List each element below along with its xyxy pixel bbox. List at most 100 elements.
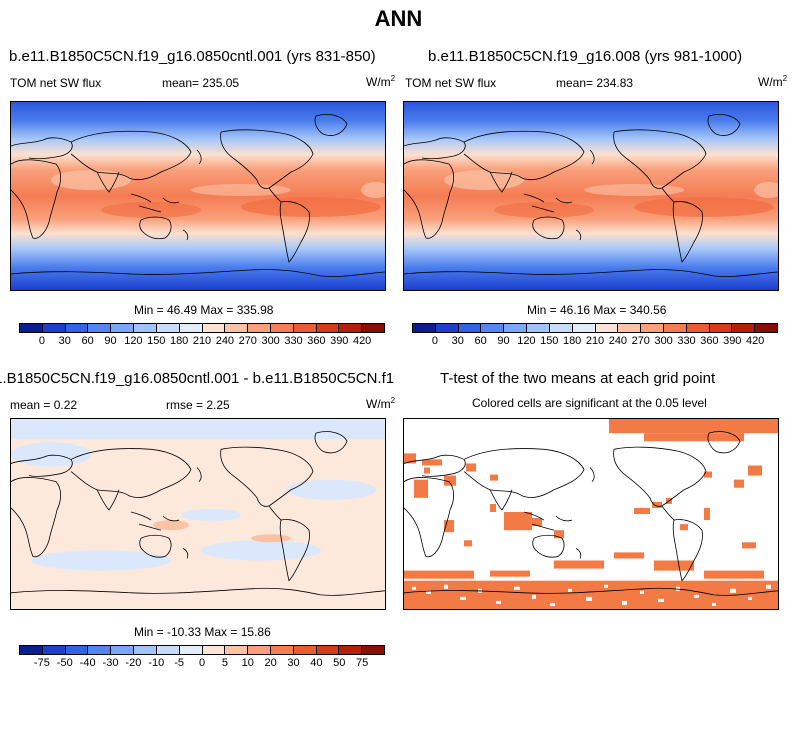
panel2-mean-label: mean= 234.83: [556, 76, 634, 90]
colorbar-swatch: [549, 324, 573, 332]
colorbar-tick-label: 150: [147, 335, 166, 347]
panel1-minmax: Min = 46.49 Max = 335.98: [134, 303, 274, 317]
colorbar-tick-label: -5: [174, 657, 185, 669]
colorbar-swatch: [293, 646, 317, 654]
colorbar-swatch: [134, 324, 157, 332]
panel2-variable-label: TOM net SW flux: [405, 76, 497, 90]
colorbar-tick-label: 150: [540, 335, 559, 347]
colorbar-tick-label: -20: [125, 657, 142, 669]
colorbar-tick-label: 330: [284, 335, 303, 347]
colorbar-tick-label: -10: [148, 657, 165, 669]
colorbar-tick-label: 50: [333, 657, 346, 669]
colorbar-swatch: [458, 324, 482, 332]
colorbar-tick-label: 5: [221, 657, 228, 669]
colorbar-tick-label: 40: [310, 657, 323, 669]
colorbar-tick-label: 60: [81, 335, 94, 347]
colorbar-tick-label: 360: [307, 335, 326, 347]
panel3-mean-label: mean = 0.22: [10, 398, 78, 412]
colorbar-swatch: [755, 324, 777, 332]
colorbar-swatch: [572, 324, 596, 332]
colorbar-tick-label: -50: [56, 657, 73, 669]
panel3-minmax: Min = -10.33 Max = 15.86: [134, 625, 271, 639]
colorbar-swatch: [732, 324, 756, 332]
colorbar-swatch: [481, 324, 505, 332]
colorbar-tick-label: 20: [264, 657, 277, 669]
colorbar-tick-label: 30: [58, 335, 71, 347]
colorbar-swatch: [225, 324, 249, 332]
colorbar-swatch: [111, 324, 135, 332]
colorbar-tick-label: 300: [654, 335, 673, 347]
colorbar-tick-label: 120: [124, 335, 143, 347]
colorbar-swatch: [42, 646, 66, 654]
colorbar-swatch: [641, 324, 664, 332]
colorbar-swatch: [88, 646, 112, 654]
colorbar-swatch: [156, 324, 180, 332]
panel1-map: [10, 101, 386, 291]
colorbar-swatch: [316, 646, 340, 654]
panel4-title: T-test of the two means at each grid poi…: [440, 370, 716, 387]
panel4-subtitle: Colored cells are significant at the 0.0…: [472, 396, 707, 410]
colorbar-tick-label: 0: [38, 335, 45, 347]
colorbar-tick-label: 180: [169, 335, 189, 347]
colorbar-tick-label: -30: [102, 657, 119, 669]
colorbar-swatch: [339, 324, 363, 332]
colorbar-swatch: [20, 646, 43, 654]
panel3-title-clip: b.e11.B1850C5CN.f19_g16.0850cntl.001 - b…: [0, 368, 395, 390]
colorbar-swatch: [362, 646, 384, 654]
panel1-colorbar: [19, 323, 385, 333]
colorbar-tick-label: 390: [330, 335, 349, 347]
colorbar-swatch: [618, 324, 642, 332]
panel2-map-svg: [404, 102, 778, 290]
panel3-rmse-label: rmse = 2.25: [166, 398, 230, 412]
colorbar-swatch: [225, 646, 249, 654]
colorbar-tick-label: 0: [431, 335, 438, 347]
colorbar-tick-label: -40: [79, 657, 96, 669]
colorbar-swatch: [527, 324, 550, 332]
panel3-title: b.e11.B1850C5CN.f19_g16.0850cntl.001 - b…: [0, 370, 395, 387]
panel1-title: b.e11.B1850C5CN.f19_g16.0850cntl.001 (yr…: [9, 48, 376, 65]
colorbar-swatch: [248, 324, 271, 332]
panel3-map: [10, 418, 386, 610]
panel3-colorbar: [19, 645, 385, 655]
colorbar-tick-label: 390: [723, 335, 742, 347]
panel2-units: W/m2: [758, 74, 788, 89]
colorbar-swatch: [65, 646, 89, 654]
colorbar-tick-label: -75: [33, 657, 50, 669]
colorbar-swatch: [20, 324, 43, 332]
colorbar-tick-label: 270: [238, 335, 257, 347]
colorbar-swatch: [179, 324, 203, 332]
colorbar-tick-label: 420: [352, 335, 372, 347]
colorbar-swatch: [686, 324, 710, 332]
colorbar-swatch: [270, 324, 294, 332]
colorbar-tick-label: 120: [517, 335, 536, 347]
figure-title: ANN: [374, 6, 423, 31]
colorbar-tick-label: 0: [198, 657, 206, 669]
colorbar-swatch: [156, 646, 180, 654]
panel2-colorbar: [412, 323, 778, 333]
colorbar-swatch: [663, 324, 687, 332]
panel1-units: W/m2: [366, 74, 396, 89]
colorbar-swatch: [134, 646, 157, 654]
colorbar-swatch: [202, 324, 226, 332]
colorbar-tick-label: 30: [451, 335, 464, 347]
colorbar-tick-label: 360: [700, 335, 719, 347]
colorbar-tick-label: 75: [356, 657, 369, 669]
colorbar-tick-label: 420: [745, 335, 765, 347]
colorbar-tick-label: 270: [631, 335, 650, 347]
colorbar-swatch: [316, 324, 340, 332]
colorbar-swatch: [179, 646, 203, 654]
colorbar-tick-label: 180: [562, 335, 582, 347]
panel2-minmax: Min = 46.16 Max = 340.56: [527, 303, 667, 317]
colorbar-swatch: [413, 324, 436, 332]
panel1-variable-label: TOM net SW flux: [10, 76, 102, 90]
colorbar-tick-label: 10: [241, 657, 254, 669]
panel2-map: [403, 101, 779, 291]
colorbar-tick-label: 210: [585, 335, 605, 347]
colorbar-swatch: [111, 646, 135, 654]
colorbar-swatch: [88, 324, 112, 332]
panel4-map: [403, 418, 779, 610]
colorbar-swatch: [248, 646, 271, 654]
colorbar-swatch: [595, 324, 619, 332]
colorbar-tick-label: 240: [215, 335, 235, 347]
colorbar-swatch: [293, 324, 317, 332]
